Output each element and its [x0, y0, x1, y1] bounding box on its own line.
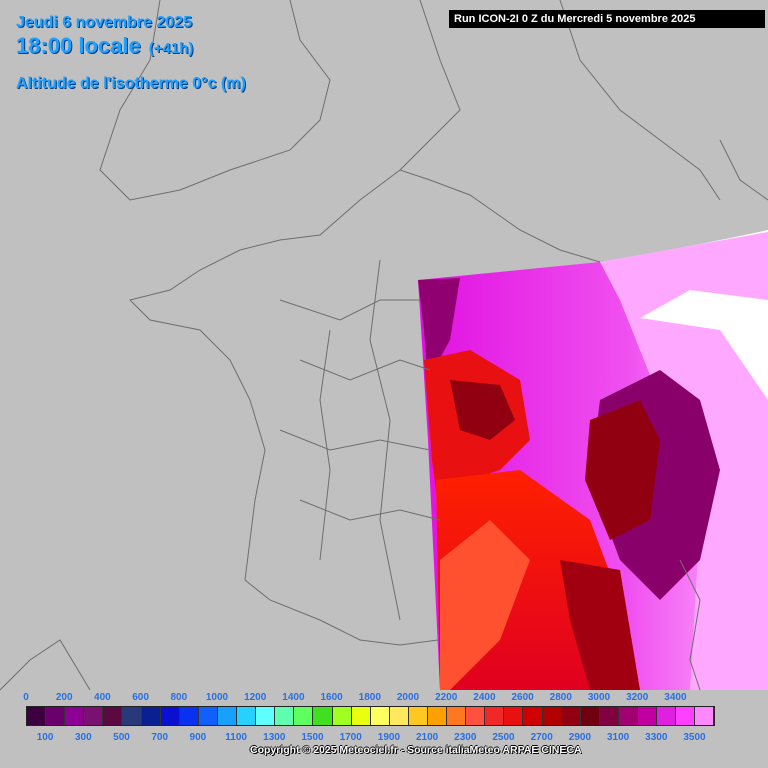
legend-top-label: 400	[94, 692, 111, 703]
run-label: Run ICON-2I 0 Z du Mercredi 5 novembre 2…	[449, 10, 765, 28]
legend-top-label: 2800	[549, 692, 572, 703]
domain-white-alps	[640, 290, 768, 400]
legend-swatch	[294, 707, 314, 725]
legend-swatch	[580, 707, 600, 725]
domain-darkred-south	[560, 560, 640, 690]
domain-orange-patch	[440, 520, 530, 690]
legend-swatch	[504, 707, 524, 725]
legend-swatch	[275, 707, 295, 725]
legend-top-label: 1400	[282, 692, 305, 703]
legend-swatch	[657, 707, 677, 725]
legend-top-label: 1800	[358, 692, 381, 703]
domain-darkred-east	[585, 400, 660, 540]
legend-bottom-label: 1900	[377, 732, 401, 743]
legend-bottom-label: 3500	[683, 732, 706, 743]
legend-swatch	[408, 707, 428, 725]
legend-swatch	[237, 707, 257, 725]
legend-swatch	[676, 707, 696, 725]
legend-swatch	[485, 707, 505, 725]
legend-swatch	[332, 707, 352, 725]
legend-swatch	[389, 707, 409, 725]
legend-swatch	[542, 707, 562, 725]
legend-bottom-label: 1500	[301, 732, 324, 743]
color-legend: 0 200 400 600 800 1000 1200 1400 1600 1800 2000 220…	[0, 686, 768, 768]
legend-bottom-label: 1700	[339, 732, 362, 743]
legend-top-label: 800	[170, 692, 188, 703]
forecast-time: 18:00 locale (+41h)	[16, 33, 193, 59]
legend-top-label: 1000	[205, 692, 229, 703]
legend-top-label: 2600	[511, 692, 534, 703]
legend-swatch	[27, 707, 47, 725]
forecast-lead-time: (+41h)	[148, 40, 194, 57]
forecast-time-text: 18:00 locale	[16, 33, 141, 58]
legend-top-label: 3200	[626, 692, 649, 703]
legend-swatch	[370, 707, 390, 725]
legend-bottom-label: 3300	[645, 732, 668, 743]
legend-swatch	[447, 707, 467, 725]
legend-bottom-label: 300	[74, 732, 92, 743]
legend-swatch	[65, 707, 85, 725]
legend-bottom-label: 2100	[415, 732, 439, 743]
legend-swatch	[141, 707, 161, 725]
legend-bottom-label: 700	[151, 732, 169, 743]
legend-swatch	[122, 707, 142, 725]
legend-swatch	[427, 707, 448, 725]
legend-bottom-label: 2900	[568, 732, 592, 743]
legend-swatch	[256, 707, 276, 725]
legend-swatch	[523, 707, 543, 725]
legend-swatch	[599, 707, 619, 725]
legend-bottom-label: 2700	[530, 732, 553, 743]
legend-top-label: 2000	[396, 692, 420, 703]
legend-swatch	[217, 707, 238, 725]
legend-swatch	[103, 707, 123, 725]
legend-top-label: 200	[55, 692, 73, 703]
legend-bottom-label: 2300	[454, 732, 477, 743]
copyright-text: Copyright © 2025 Meteociel.fr - Source i…	[250, 744, 582, 756]
legend-swatch	[695, 707, 715, 725]
legend-top-label: 0	[23, 692, 29, 703]
legend-bottom-label: 1100	[225, 732, 247, 743]
legend-swatch	[561, 707, 581, 725]
legend-top-label: 600	[132, 692, 149, 703]
legend-swatch	[313, 707, 333, 725]
forecast-date: Jeudi 6 novembre 2025	[16, 14, 193, 31]
legend-top-label: 3400	[664, 692, 687, 703]
legend-top-label: 1600	[320, 692, 343, 703]
legend-bottom-label: 1300	[263, 732, 286, 743]
legend-swatch	[466, 707, 486, 725]
domain-purple-edge	[418, 278, 460, 380]
domain-darkred-core	[450, 380, 515, 440]
legend-top-label: 1200	[244, 692, 267, 703]
legend-bottom-label: 900	[189, 732, 207, 743]
legend-swatch	[179, 707, 199, 725]
legend-top-label: 3000	[587, 692, 611, 703]
legend-swatch	[198, 707, 218, 725]
legend-swatch	[618, 707, 638, 725]
legend-swatch	[84, 707, 104, 725]
legend-top-label: 2200	[435, 692, 458, 703]
legend-top-label: 2400	[473, 692, 496, 703]
legend-bottom-label: 100	[36, 732, 54, 743]
parameter-title: Altitude de l'isotherme 0°c (m)	[16, 75, 246, 92]
legend-swatch	[638, 707, 658, 725]
legend-bottom-label: 500	[113, 732, 130, 743]
legend-colorbar	[26, 706, 716, 726]
legend-swatch	[160, 707, 180, 725]
legend-swatch	[46, 707, 66, 725]
legend-bottom-label: 2500	[492, 732, 515, 743]
border-lines	[0, 0, 768, 691]
legend-swatch	[351, 707, 371, 725]
legend-bottom-label: 3100	[606, 732, 630, 743]
